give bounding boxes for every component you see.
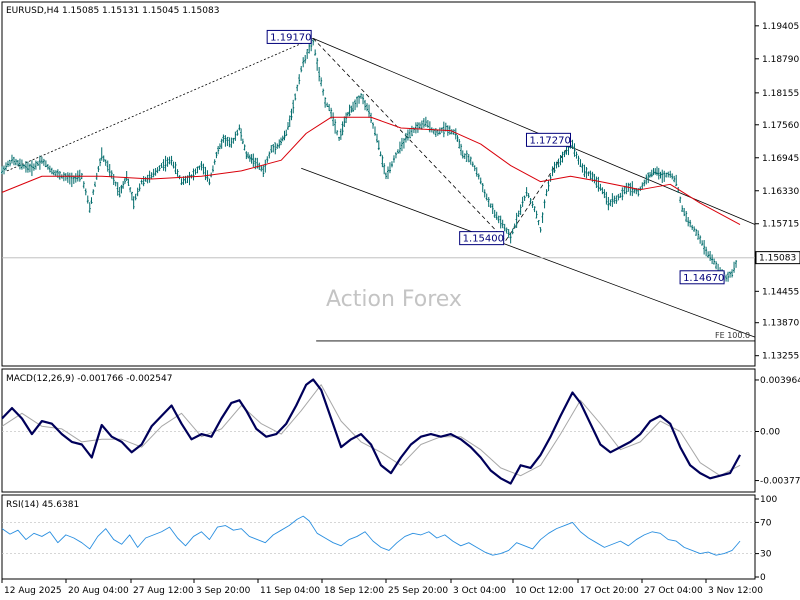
- price-tick-label: 1.19405: [762, 22, 799, 32]
- price-tick-label: 1.14455: [762, 287, 799, 297]
- rsi-panel-title: RSI(14) 45.6381: [6, 500, 79, 510]
- price-annotation-box-3: [679, 270, 725, 285]
- price-annotation-0: 1.19170: [270, 32, 311, 43]
- time-tick-label: 3 Sep 20:00: [196, 586, 251, 596]
- price-tick-label: 1.16945: [762, 154, 799, 164]
- price-tick-label: 1.13870: [762, 319, 799, 329]
- moving-average-line: [1, 116, 741, 225]
- rsi-tick-label: 100: [760, 495, 777, 505]
- time-tick-label: 27 Aug 12:00: [133, 586, 194, 596]
- rsi-axis: 100 70 30 0: [755, 495, 777, 583]
- current-price-label: 1.15083: [759, 254, 796, 264]
- time-tick-label: 11 Sep 04:00: [260, 586, 320, 596]
- drawing-lines: [2, 38, 756, 342]
- price-axis: 1.19405 1.18790 1.18155 1.17560 1.16945 1.163…: [755, 22, 800, 362]
- price-panel: [1, 1, 756, 367]
- macd-panel-title: MACD(12,26,9) -0.001766 -0.002547: [6, 374, 172, 384]
- macd-tick-label: 0.00: [760, 428, 780, 438]
- price-annotation-1: 1.17270: [529, 135, 570, 146]
- time-tick-label: 12 Aug 2025: [4, 586, 62, 596]
- macd-tick-label: 0.003964: [760, 376, 800, 386]
- price-annotation-box-1: [525, 132, 571, 147]
- watermark: Action Forex: [326, 287, 462, 312]
- macd-signal-line: [1, 384, 741, 477]
- time-tick-label: 18 Sep 12:00: [324, 586, 384, 596]
- macd-line: [1, 378, 742, 485]
- time-tick-label: 20 Aug 04:00: [68, 586, 129, 596]
- trend-line-3: [313, 38, 756, 225]
- price-tick-label: 1.16330: [762, 187, 799, 197]
- time-tick-label: 17 Oct 20:00: [580, 586, 639, 596]
- rsi-tick-label: 30: [760, 550, 772, 560]
- price-tick-label: 1.15715: [762, 220, 799, 230]
- price-tick-label: 1.18790: [762, 55, 799, 65]
- time-tick-label: 27 Oct 04:00: [644, 586, 703, 596]
- time-tick-label: 25 Sep 20:00: [388, 586, 448, 596]
- macd-axis: 0.003964 0.00 -0.003774: [755, 376, 800, 487]
- macd-series: [1, 378, 755, 485]
- time-axis: 12 Aug 2025 20 Aug 04:00 27 Aug 12:00 3 Sep…: [1, 579, 763, 596]
- rsi-tick-label: 70: [760, 518, 772, 528]
- current-price-box: [755, 251, 800, 265]
- time-tick-label: 10 Oct 12:00: [515, 586, 574, 596]
- price-tick-label: 1.13255: [762, 352, 799, 362]
- price-annotations: 1.19170 1.17270 1.15400 1.14670 FE 100.0: [266, 29, 750, 340]
- macd-panel: [1, 368, 756, 493]
- rsi-line: [1, 515, 741, 556]
- price-tick-label: 1.18155: [762, 89, 799, 99]
- macd-tick-label: -0.003774: [760, 477, 800, 487]
- price-annotation-box-2: [459, 231, 505, 246]
- fe-level-label: FE 100.0: [715, 331, 750, 340]
- trend-line-1: [312, 38, 506, 241]
- trend-line-2: [505, 140, 573, 241]
- price-annotation-3: 1.14670: [683, 273, 724, 284]
- time-tick-label: 3 Oct 04:00: [453, 586, 506, 596]
- time-tick-label: 3 Nov 12:00: [708, 586, 763, 596]
- moving-average-series: [1, 116, 741, 225]
- price-annotation-2: 1.15400: [463, 234, 504, 245]
- price-annotation-box-0: [266, 29, 312, 44]
- price-tick-label: 1.17560: [762, 121, 799, 131]
- rsi-series: [1, 515, 755, 556]
- rsi-panel: [1, 494, 756, 580]
- price-series: [1, 38, 738, 282]
- price-panel-title: EURUSD,H4 1.15085 1.15131 1.15045 1.1508…: [6, 6, 219, 16]
- trend-line-4: [301, 167, 756, 338]
- rsi-tick-label: 0: [760, 573, 766, 583]
